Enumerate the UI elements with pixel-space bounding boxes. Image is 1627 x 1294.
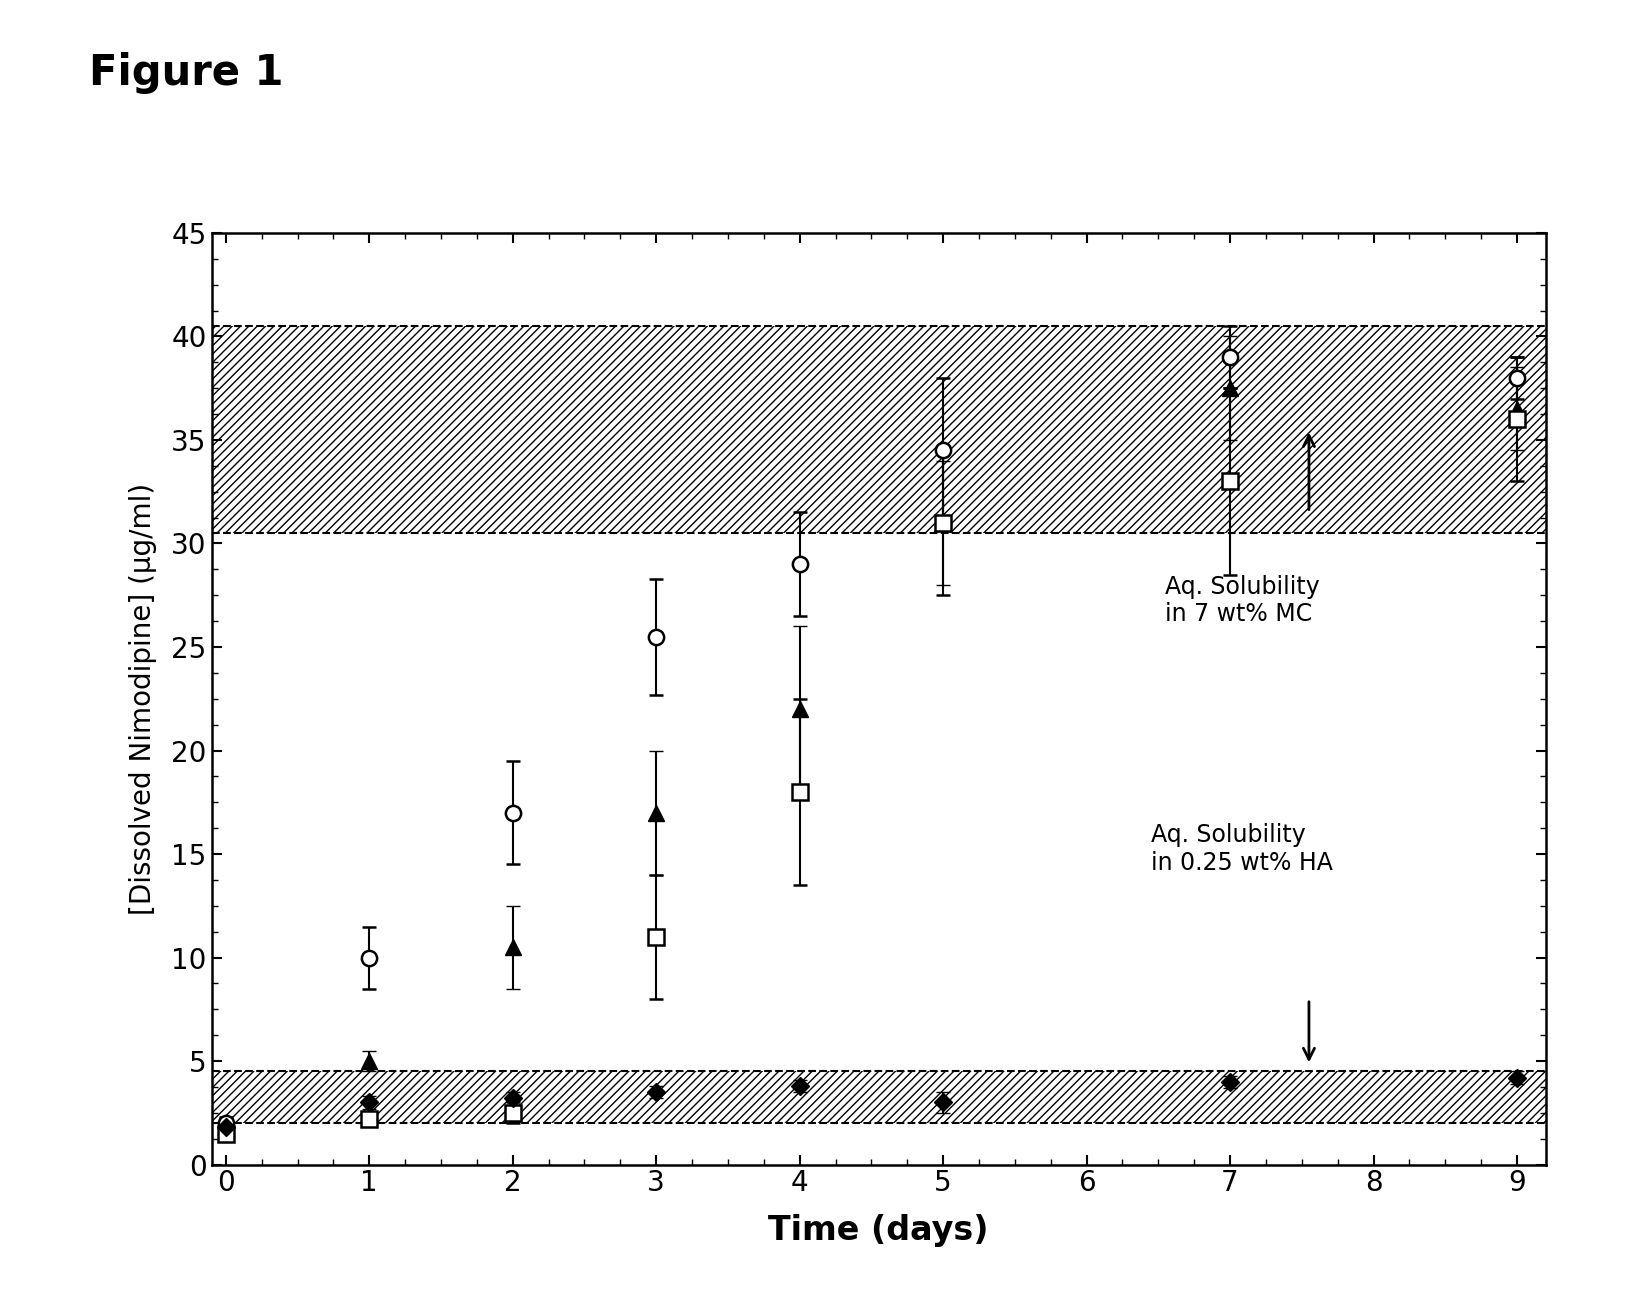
Bar bbox=[212, 1071, 1546, 1123]
Bar bbox=[212, 326, 1546, 533]
Text: Aq. Solubility
in 0.25 wt% HA: Aq. Solubility in 0.25 wt% HA bbox=[1152, 823, 1333, 875]
Text: Aq. Solubility
in 7 wt% MC: Aq. Solubility in 7 wt% MC bbox=[1165, 575, 1319, 626]
X-axis label: Time (days): Time (days) bbox=[768, 1214, 989, 1247]
Y-axis label: [Dissolved Nimodipine] (μg/ml): [Dissolved Nimodipine] (μg/ml) bbox=[129, 483, 158, 915]
Text: Figure 1: Figure 1 bbox=[89, 52, 285, 93]
